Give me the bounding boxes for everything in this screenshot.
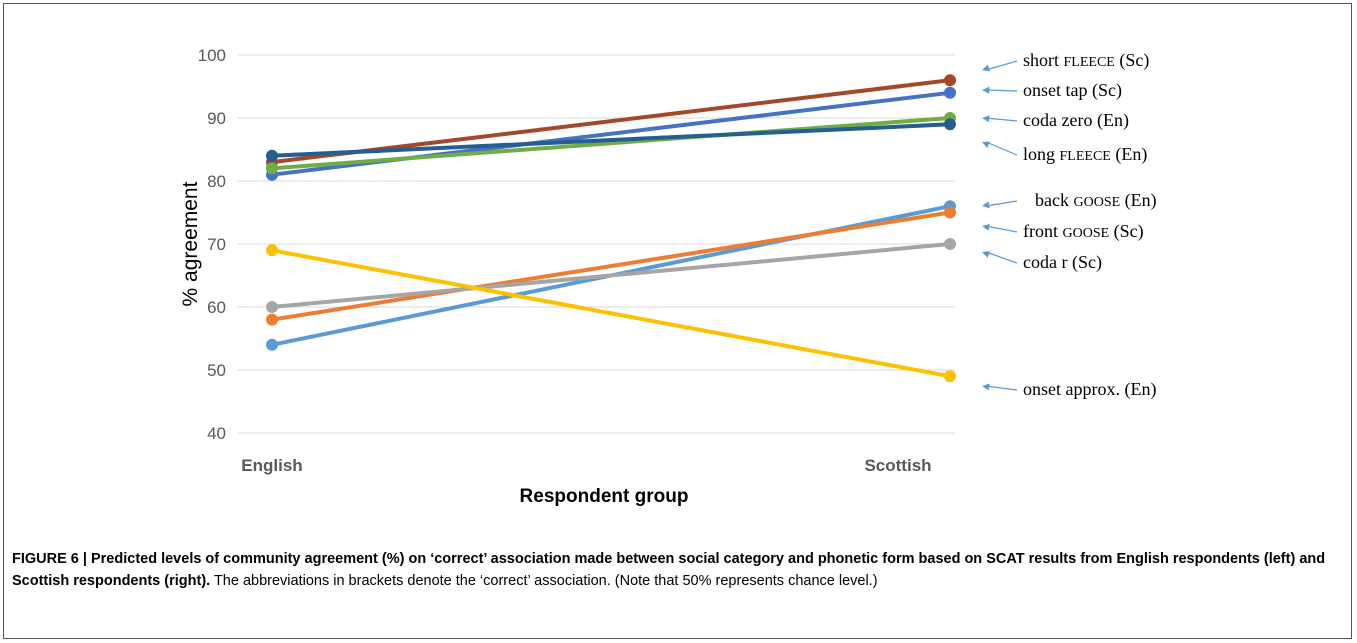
data-point — [944, 238, 956, 250]
data-point — [266, 244, 278, 257]
data-point — [266, 301, 278, 313]
series-label-text: onset tap (Sc) — [1023, 80, 1122, 101]
pointer-arrow — [985, 385, 1018, 391]
series-1 — [266, 86, 956, 181]
series-7 — [266, 244, 956, 383]
arrow-head — [982, 115, 990, 123]
caption-bold-text: FIGURE 6 | Predicted levels of community… — [12, 551, 1326, 589]
data-point — [944, 74, 956, 87]
series-label-0: short FLEECE (Sc) — [982, 50, 1149, 72]
series-label-2: coda zero (En) — [982, 110, 1129, 131]
y-tick-label: 80 — [207, 172, 226, 191]
data-point — [266, 162, 278, 175]
series-label-5: front GOOSE (Sc) — [982, 221, 1144, 242]
series-line — [270, 122, 952, 158]
data-point — [266, 149, 278, 162]
y-tick-label: 100 — [198, 46, 226, 65]
series-label-text: short FLEECE (Sc) — [1023, 50, 1149, 71]
pointer-arrow — [985, 200, 1018, 207]
data-point — [944, 118, 956, 131]
series-line — [270, 116, 952, 171]
arrow-head — [982, 64, 990, 72]
x-tick-label: English — [241, 456, 302, 475]
data-point — [944, 206, 956, 219]
figure-frame — [3, 3, 1352, 639]
gridlines — [238, 54, 955, 434]
series-label-7: onset approx. (En) — [982, 379, 1156, 400]
pointer-arrow — [985, 251, 1018, 264]
arrow-head — [982, 141, 990, 148]
y-tick-label: 70 — [207, 235, 226, 254]
pointer-arrow — [985, 60, 1018, 71]
data-point — [266, 338, 278, 351]
y-tick-label: 40 — [207, 424, 226, 443]
y-tick-label: 60 — [207, 298, 226, 317]
pointer-arrow — [985, 141, 1018, 156]
series-line — [270, 248, 952, 379]
series-label-text: onset approx. (En) — [1023, 379, 1156, 400]
series-label-text: long FLEECE (En) — [1023, 144, 1147, 165]
y-tick-labels: 40 50 60 70 80 90 100 — [198, 46, 226, 443]
arrow-head — [982, 201, 990, 209]
data-point — [944, 370, 956, 383]
series-line — [270, 210, 952, 322]
arrow-head — [982, 86, 990, 94]
series-label-text: coda r (Sc) — [1023, 252, 1102, 273]
series-label-3: long FLEECE (En) — [982, 141, 1147, 165]
series-label-1: onset tap (Sc) — [982, 80, 1122, 101]
y-tick-label: 90 — [207, 109, 226, 128]
series-label-4: back GOOSE (En) — [982, 190, 1157, 211]
line-chart: 40 50 60 70 80 90 100 English Scottish short FL… — [179, 46, 1157, 507]
series-label-text: coda zero (En) — [1023, 110, 1129, 131]
series-5 — [266, 206, 956, 326]
series-lines — [266, 74, 956, 383]
data-point — [266, 313, 278, 326]
series-label-text: back GOOSE (En) — [1035, 190, 1157, 211]
x-axis-label: Respondent group — [520, 486, 689, 507]
arrow-head — [982, 383, 990, 391]
arrow-head — [982, 251, 990, 258]
pointer-arrow — [985, 117, 1018, 122]
pointer-arrow — [985, 225, 1018, 233]
series-label-6: coda r (Sc) — [982, 251, 1102, 273]
x-tick-labels: English Scottish — [241, 456, 931, 475]
series-label-text: front GOOSE (Sc) — [1023, 221, 1144, 242]
series-6 — [266, 238, 956, 313]
pointer-arrow — [985, 89, 1018, 92]
figure-caption: FIGURE 6 | Predicted levels of community… — [12, 548, 1347, 592]
series-line — [270, 78, 952, 165]
y-tick-label: 50 — [207, 361, 226, 380]
y-axis-label: % agreement — [179, 181, 202, 306]
arrow-head — [982, 223, 990, 231]
series-0 — [266, 74, 956, 169]
caption-text: The abbreviations in brackets denote the… — [210, 573, 878, 589]
series-3 — [266, 118, 956, 162]
series-line — [270, 242, 952, 309]
x-tick-label: Scottish — [864, 456, 931, 475]
series-labels: short FLEECE (Sc) onset tap (Sc) coda zero… — [982, 50, 1157, 400]
data-point — [944, 86, 956, 99]
